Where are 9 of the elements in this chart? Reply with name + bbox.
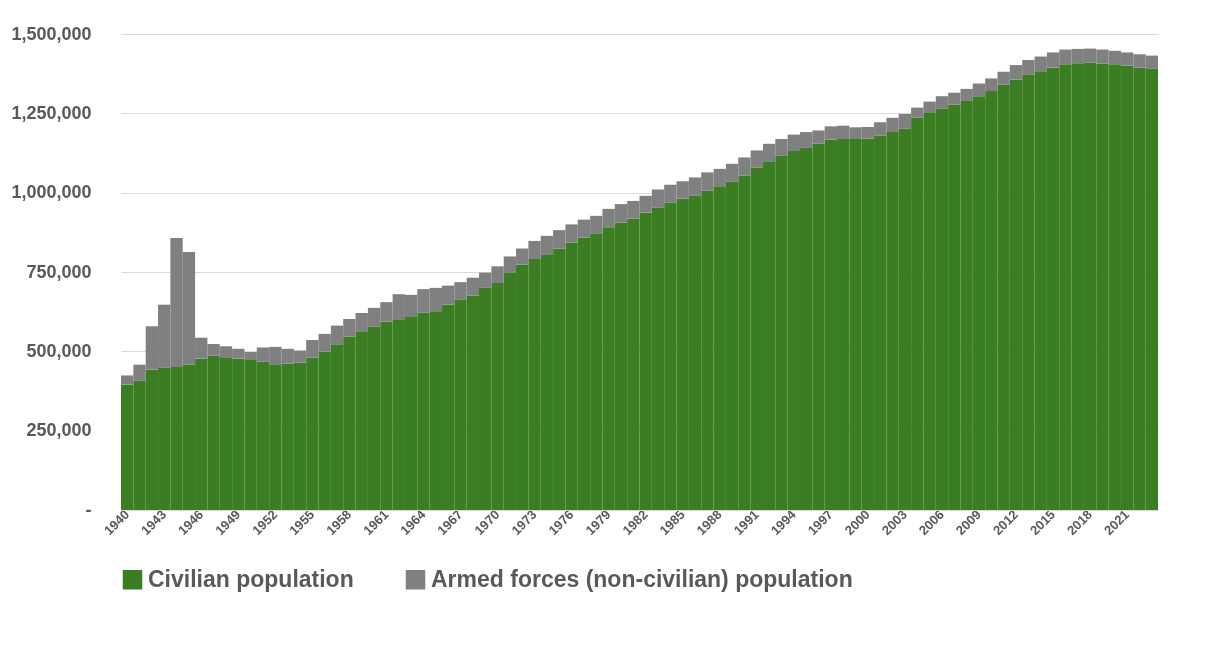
y-tick-label: 1,250,000 [11, 102, 92, 123]
legend-label: Armed forces (non-civilian) population [431, 565, 853, 592]
y-tick-label: 500,000 [26, 340, 92, 361]
y-tick-label: 1,500,000 [11, 23, 92, 44]
y-tick-label: 750,000 [26, 261, 92, 282]
y-tick-label: - [85, 499, 92, 520]
legend-label: Civilian population [148, 565, 354, 592]
y-tick-label: 250,000 [26, 420, 92, 441]
y-tick-label: 1,000,000 [11, 182, 92, 203]
